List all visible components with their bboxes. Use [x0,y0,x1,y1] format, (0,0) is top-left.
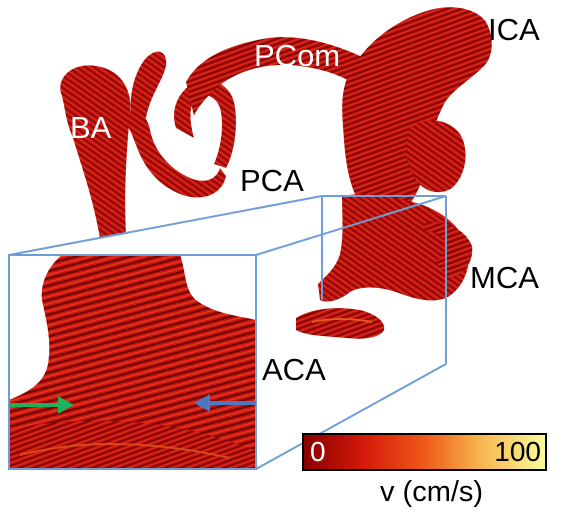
green-arrow [9,396,74,414]
pca-vessel [126,111,226,198]
label-mca: MCA [470,260,539,295]
trunk-vessel [318,194,469,302]
label-aca: ACA [262,352,326,387]
inset-zoom-view [9,255,256,469]
aca-highlight [311,318,373,323]
aca-vessel [296,308,385,339]
colorbar-max-label: 100 [494,436,541,467]
label-pca: PCA [240,163,304,198]
pcom-vessel [186,37,387,116]
velocity-colorbar: 0 100 [302,433,547,471]
inset-frame [8,195,447,470]
aneurysm-vessel [405,120,466,193]
ba-upper-branch [130,51,167,118]
mca-vessel [424,221,473,278]
ba-vessel [60,65,131,238]
blue-arrow [194,394,256,412]
label-ica: ICA [488,12,540,47]
ica-vessel [342,7,492,220]
colorbar-unit-label: v (cm/s) [380,476,484,508]
label-pcom: PCom [254,38,341,73]
colorbar-min-label: 0 [310,436,326,467]
loop-vessel [174,80,236,168]
label-ba: BA [70,110,112,145]
